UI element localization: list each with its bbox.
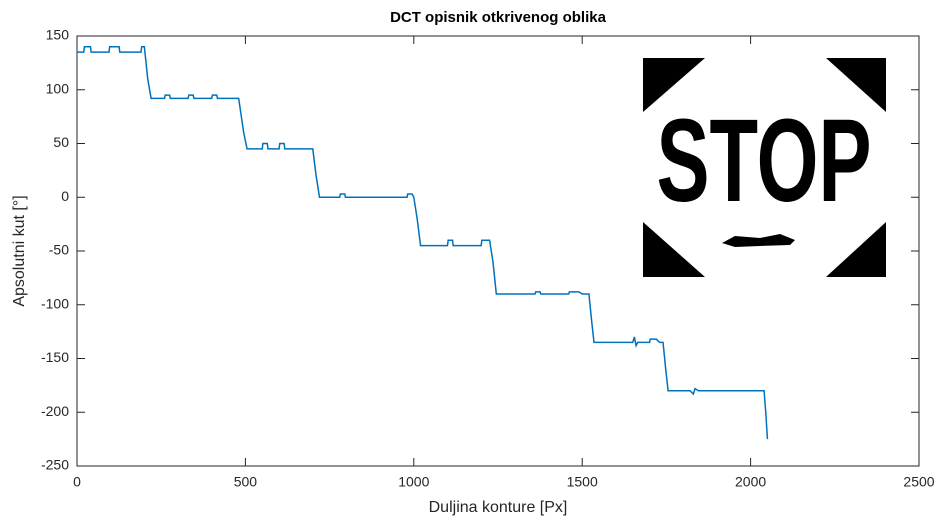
inset-blob — [722, 234, 795, 247]
x-tick-label: 500 — [234, 474, 258, 490]
y-tick-label: -250 — [41, 457, 69, 473]
y-tick-label: -100 — [41, 295, 69, 311]
inset-image: STOP — [643, 58, 886, 277]
x-axis-label: Duljina konture [Px] — [429, 499, 568, 516]
y-tick-label: 150 — [46, 27, 70, 43]
inset-text: STOP — [657, 95, 872, 227]
x-tick-label: 2000 — [735, 474, 766, 490]
data-line — [77, 46, 769, 440]
x-tick-label: 1500 — [567, 474, 598, 490]
y-tick-label: -200 — [41, 403, 69, 419]
y-tick-label: 100 — [46, 80, 70, 96]
y-tick-label: -50 — [49, 242, 69, 258]
x-tick-label: 1000 — [398, 474, 429, 490]
inset-octagon — [643, 58, 886, 277]
y-tick-label: -150 — [41, 349, 69, 365]
y-tick-label: 50 — [53, 134, 69, 150]
y-axis-label: Apsolutni kut [°] — [11, 195, 28, 306]
x-tick-label: 2500 — [903, 474, 934, 490]
x-tick-label: 0 — [73, 474, 81, 490]
y-tick-label: 0 — [61, 188, 69, 204]
chart-title: DCT opisnik otkrivenog oblika — [390, 9, 607, 26]
